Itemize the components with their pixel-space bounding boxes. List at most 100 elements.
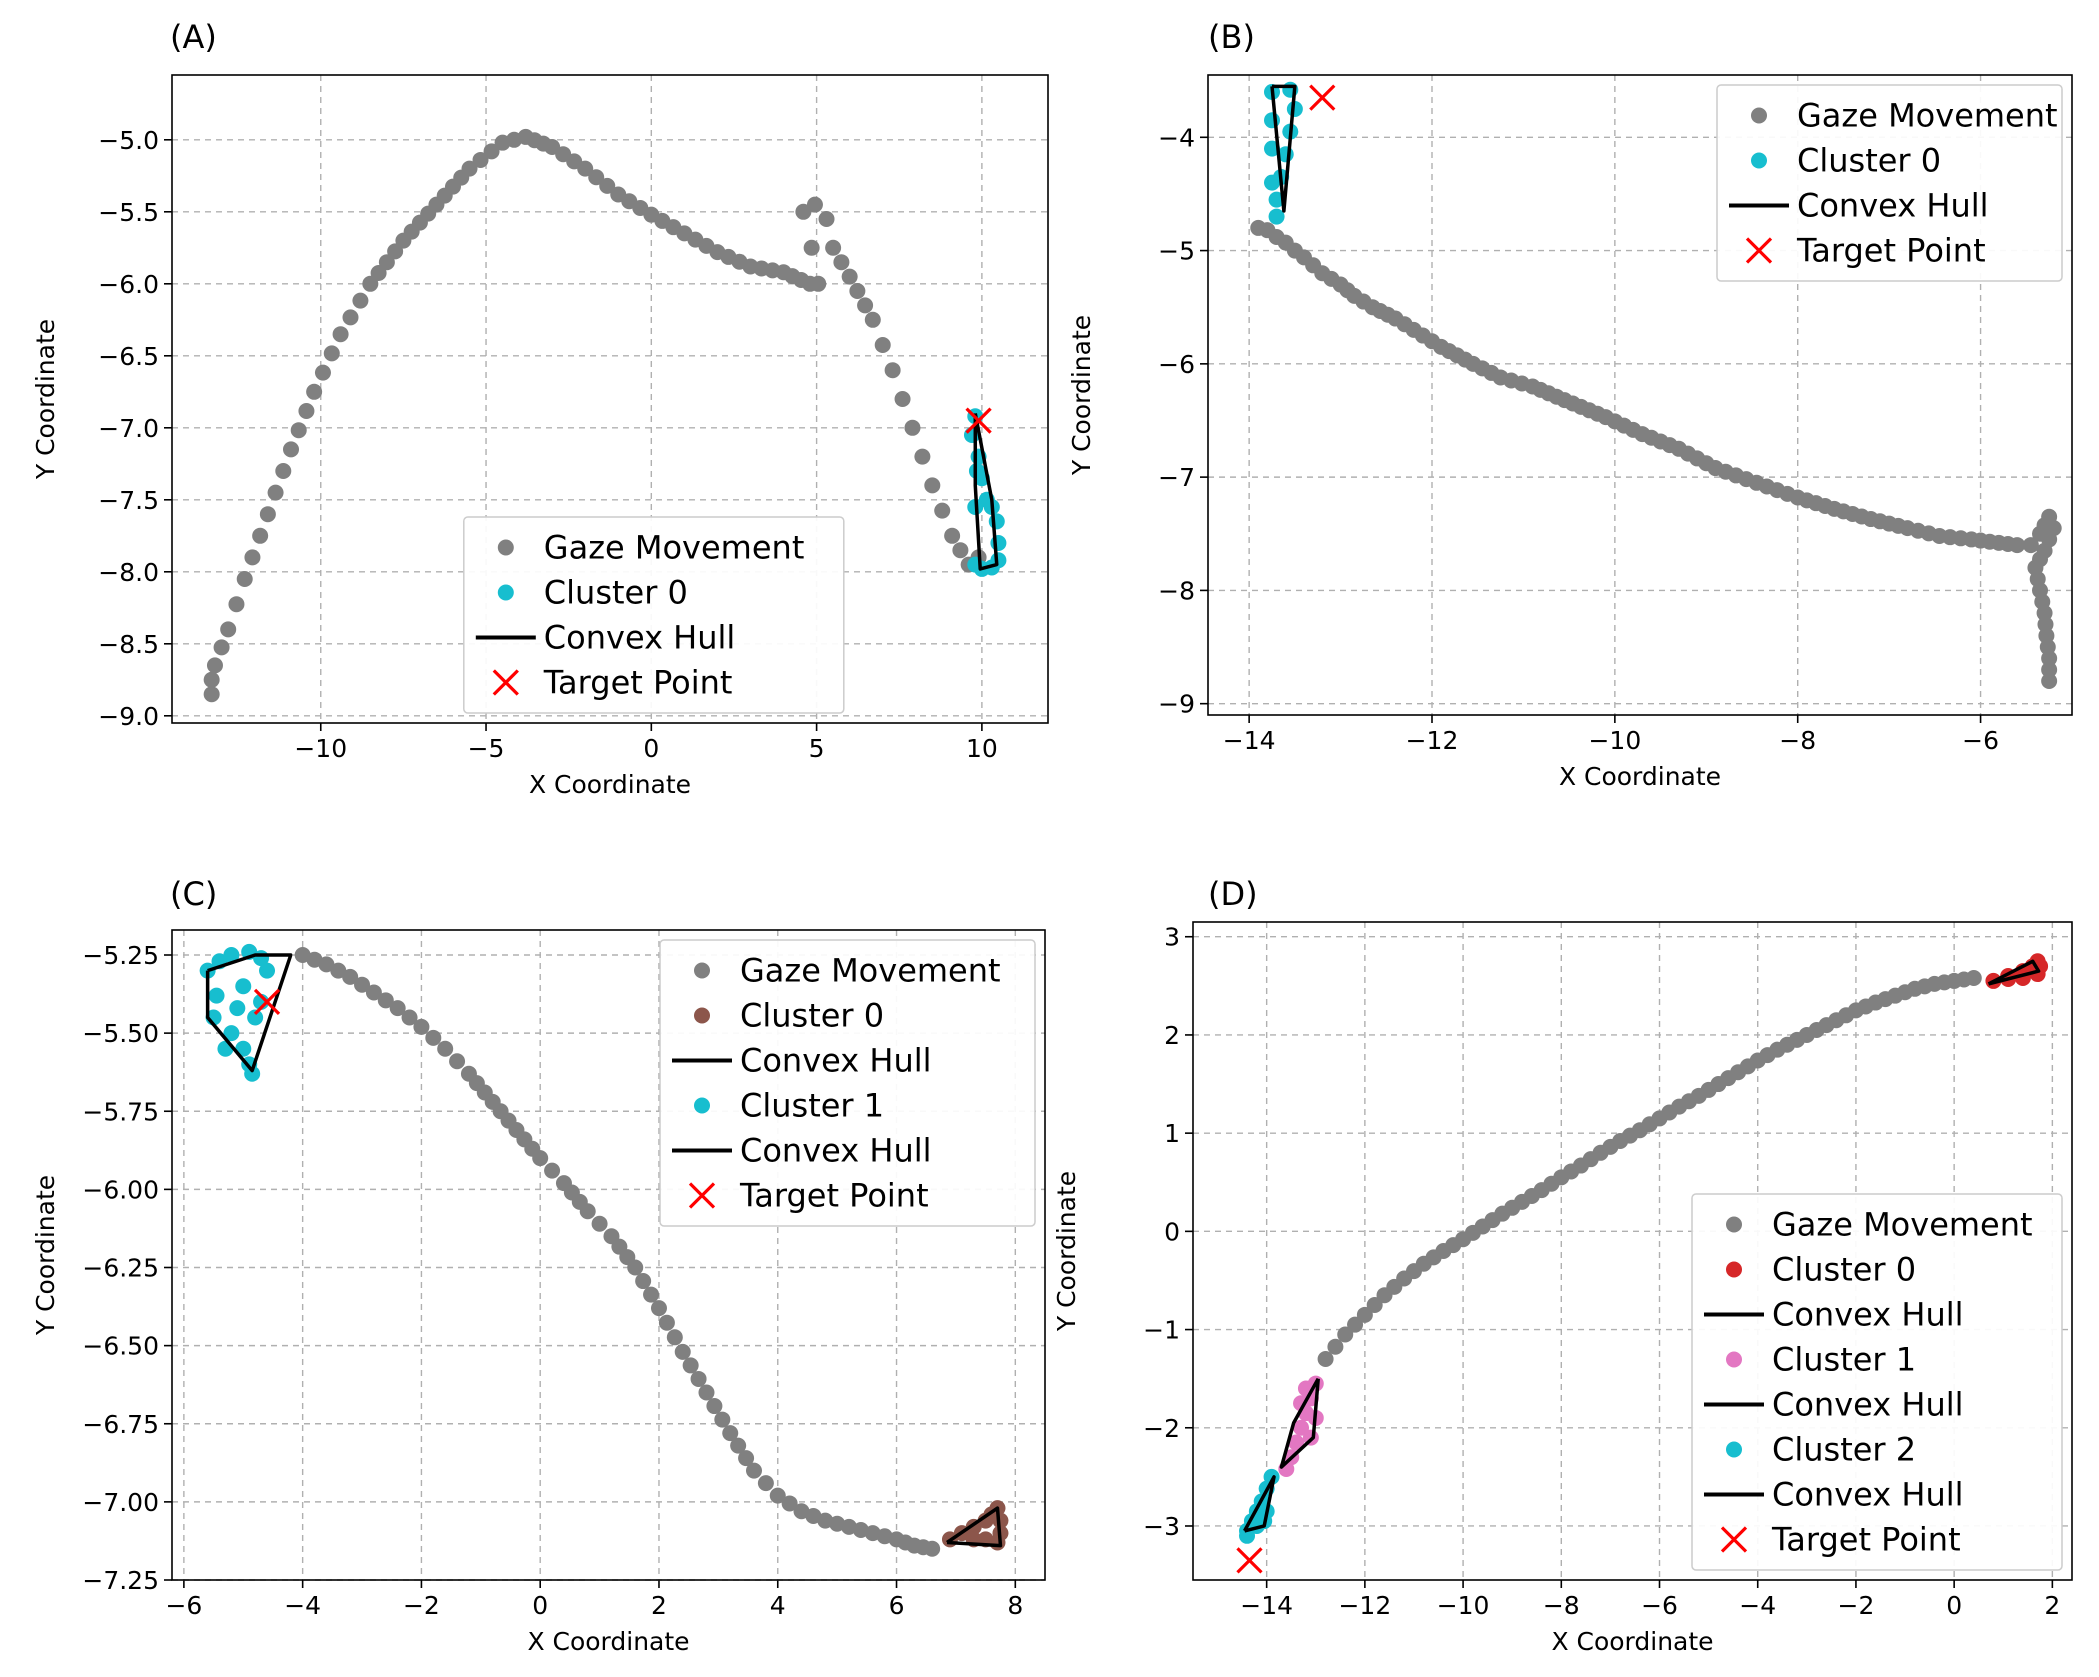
gaze-point <box>342 309 359 326</box>
legend-label: Cluster 0 <box>740 997 884 1035</box>
gaze-point <box>818 211 835 227</box>
y-tick-label: 0 <box>1164 1217 1180 1246</box>
cluster-0-series <box>941 1500 1009 1551</box>
x-tick-label: 0 <box>643 734 659 763</box>
gaze-point <box>306 383 323 400</box>
legend-box <box>463 516 845 714</box>
x-tick-label: −10 <box>1437 1591 1490 1620</box>
legend-item: Cluster 1 <box>694 1087 884 1125</box>
x-tick-label: 2 <box>2044 1591 2060 1620</box>
gaze-point <box>461 160 478 177</box>
legend-item: Cluster 1 <box>1726 1341 1916 1379</box>
cluster-point <box>223 1025 240 1042</box>
gaze-point <box>1317 1351 1334 1368</box>
y-tick-label: −6.00 <box>82 1175 159 1204</box>
cluster-point <box>223 947 240 963</box>
x-tick-label: −2 <box>1838 1591 1875 1620</box>
gaze-point <box>2041 673 2058 690</box>
cluster-0-series <box>963 408 1007 577</box>
convex-hull-1 <box>205 953 293 1073</box>
legend-label: Convex Hull <box>740 1042 932 1080</box>
y-tick-label: −7.25 <box>82 1566 159 1595</box>
cluster-point <box>1293 1419 1310 1436</box>
gaze-point <box>401 1009 418 1026</box>
gaze-point <box>2041 661 2058 678</box>
gaze-point <box>389 1000 406 1017</box>
gaze-point <box>330 962 347 979</box>
gaze-point <box>825 239 842 256</box>
target-point-marker-stroke-b <box>1236 1547 1263 1574</box>
legend-item: Cluster 0 <box>694 997 884 1035</box>
legend-marker-dot <box>1726 1216 1742 1233</box>
x-tick-label: −6 <box>165 1591 202 1620</box>
gaze-point <box>314 364 331 381</box>
legend-item: Convex Hull <box>475 619 736 657</box>
y-axis-title: Y Coordinate <box>31 319 60 480</box>
legend-label: Convex Hull <box>544 619 736 657</box>
legend-label: Cluster 1 <box>740 1087 884 1125</box>
gaze-point <box>1366 1297 1383 1314</box>
gaze-point <box>1327 1338 1344 1355</box>
legend-item: Convex Hull <box>672 1132 932 1170</box>
gaze-point <box>658 1314 675 1331</box>
gaze-point <box>362 275 379 292</box>
legend-marker-x-stroke-b <box>492 669 519 696</box>
cluster-point <box>988 513 1005 530</box>
legend-marker-dot <box>1751 107 1767 124</box>
gaze-point <box>203 686 220 703</box>
gaze-point <box>952 542 969 559</box>
gaze-point <box>577 160 594 177</box>
gaze-point <box>833 254 850 271</box>
gaze-point <box>884 362 901 379</box>
x-tick-label: −10 <box>1588 726 1641 755</box>
y-tick-label: −5.25 <box>82 941 159 970</box>
plot-frame <box>1192 921 2073 1581</box>
gaze-point <box>738 1450 755 1467</box>
target-point-marker <box>1236 1547 1263 1574</box>
x-tick-label: −14 <box>1223 726 1276 755</box>
legend-marker-x <box>492 669 519 696</box>
target-point-marker-stroke-b <box>1309 84 1336 111</box>
legend-item: Target Point <box>1745 232 1986 270</box>
cluster-point <box>1288 1434 1305 1451</box>
legend: Gaze Movement Cluster 0 Convex Hull Target … <box>1716 84 2063 282</box>
legend-item: Target Point <box>1720 1521 1961 1559</box>
y-tick-label: −6.25 <box>82 1254 159 1283</box>
y-tick-label: 1 <box>1164 1119 1180 1148</box>
convex-hull-0 <box>1270 84 1297 213</box>
legend-marker-dot <box>1726 1261 1742 1278</box>
legend-marker-dot <box>497 539 514 556</box>
gaze-movement-series <box>1317 969 1982 1368</box>
gaze-point <box>425 1029 442 1046</box>
legend-marker-dot <box>1751 152 1767 169</box>
y-tick-label: −8 <box>1158 576 1195 605</box>
gaze-point <box>378 254 395 271</box>
gaze-point <box>228 596 245 613</box>
gaze-point <box>483 143 500 160</box>
y-axis-title: Y Coordinate <box>1067 315 1096 476</box>
x-tick-label: −5 <box>468 734 505 763</box>
gaze-point <box>449 1053 466 1070</box>
x-tick-label: 0 <box>532 1591 548 1620</box>
gaze-point <box>244 549 261 566</box>
gaze-point <box>706 1398 723 1415</box>
x-tick-label: −12 <box>1406 726 1459 755</box>
y-tick-label: −9 <box>1158 690 1195 719</box>
cluster-point <box>259 962 276 979</box>
legend-item: Gaze Movement <box>694 952 1001 990</box>
legend-item: Convex Hull <box>1729 187 1989 225</box>
y-tick-label: −5.75 <box>82 1097 159 1126</box>
y-axis-title: Y Coordinate <box>31 1175 60 1336</box>
x-axis-title: X Coordinate <box>527 1627 689 1656</box>
legend-item: Target Point <box>688 1177 929 1215</box>
gaze-movement-series <box>294 947 941 1557</box>
gaze-point <box>730 1437 747 1454</box>
legend-marker-dot <box>694 1007 710 1024</box>
gaze-point <box>267 484 284 501</box>
gaze-point <box>220 621 237 638</box>
cluster-point <box>1239 1527 1256 1544</box>
gaze-point <box>806 196 823 213</box>
cluster-point <box>244 1065 261 1082</box>
cluster-point <box>1264 174 1280 191</box>
legend-label: Gaze Movement <box>740 952 1001 990</box>
